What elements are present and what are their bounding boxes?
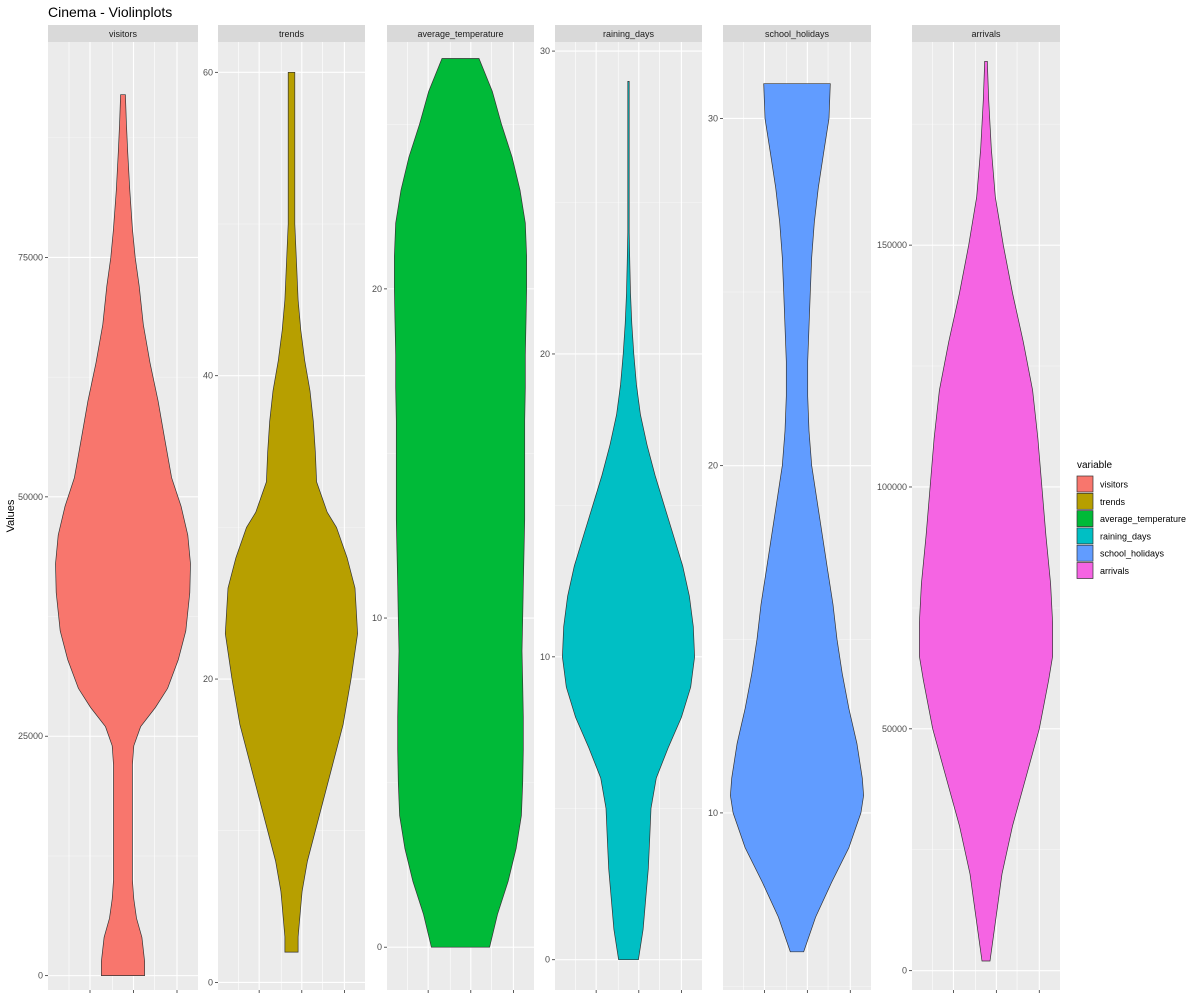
facet-strip-arrivals	[912, 25, 1060, 42]
y-tick-label-average_temperature: 10	[372, 613, 382, 623]
facet-label-raining_days: raining_days	[603, 29, 655, 39]
facet-strip-average_temperature	[387, 25, 534, 42]
legend-swatch-visitors	[1076, 475, 1094, 493]
y-tick-label-visitors: 25000	[18, 731, 43, 741]
y-tick-label-visitors: 0	[38, 971, 43, 981]
legend-swatch-average_temperature	[1076, 510, 1094, 527]
violin-trends	[224, 71, 358, 953]
violin-school_holidays	[730, 83, 864, 953]
y-tick-label-visitors: 50000	[18, 492, 43, 502]
y-tick-label-average_temperature: 0	[377, 942, 382, 952]
y-tick-label-raining_days: 30	[540, 46, 550, 56]
y-tick-label-arrivals: 100000	[877, 482, 907, 492]
y-tick-label-arrivals: 0	[902, 966, 907, 976]
y-tick-label-raining_days: 10	[540, 652, 550, 662]
legend-title: variable	[1077, 460, 1112, 471]
facet-strip-visitors	[48, 25, 198, 42]
violin-visitors	[55, 94, 191, 976]
facet-label-average_temperature: average_temperature	[417, 29, 503, 39]
legend-swatch-raining_days	[1076, 527, 1094, 545]
violin-average_temperature	[394, 58, 527, 948]
y-tick-label-average_temperature: 20	[372, 284, 382, 294]
legend-label-average_temperature: average_temperature	[1100, 514, 1186, 524]
legend-label-arrivals: arrivals	[1100, 566, 1130, 576]
y-tick-label-visitors: 75000	[18, 252, 43, 262]
y-tick-label-school_holidays: 30	[708, 113, 718, 123]
y-tick-label-trends: 40	[203, 371, 213, 381]
legend-swatch-school_holidays	[1076, 544, 1094, 562]
legend-swatch-arrivals	[1076, 562, 1094, 579]
legend-label-trends: trends	[1100, 497, 1126, 507]
facet-label-arrivals: arrivals	[971, 29, 1001, 39]
facet-strip-raining_days	[555, 25, 702, 42]
facet-label-school_holidays: school_holidays	[765, 29, 830, 39]
y-tick-label-raining_days: 20	[540, 349, 550, 359]
y-tick-label-trends: 0	[208, 977, 213, 987]
y-tick-label-trends: 60	[203, 67, 213, 77]
violin-raining_days	[562, 81, 695, 961]
facet-strip-school_holidays	[723, 25, 871, 42]
facet-strip-trends	[218, 25, 365, 42]
legend-label-visitors: visitors	[1100, 480, 1129, 490]
legend-label-raining_days: raining_days	[1100, 531, 1152, 541]
y-tick-label-school_holidays: 20	[708, 461, 718, 471]
legend-label-school_holidays: school_holidays	[1100, 549, 1165, 559]
facet-label-visitors: visitors	[109, 29, 138, 39]
y-tick-label-arrivals: 50000	[882, 724, 907, 734]
y-tick-label-raining_days: 0	[545, 955, 550, 965]
y-tick-label-trends: 20	[203, 674, 213, 684]
facet-label-trends: trends	[279, 29, 305, 39]
y-tick-label-school_holidays: 10	[708, 808, 718, 818]
chart-title: Cinema - Violinplots	[48, 4, 173, 20]
violin-arrivals	[919, 60, 1053, 962]
y-axis-title: Values	[5, 499, 17, 532]
y-tick-label-arrivals: 150000	[877, 240, 907, 250]
legend-swatch-trends	[1076, 492, 1094, 510]
